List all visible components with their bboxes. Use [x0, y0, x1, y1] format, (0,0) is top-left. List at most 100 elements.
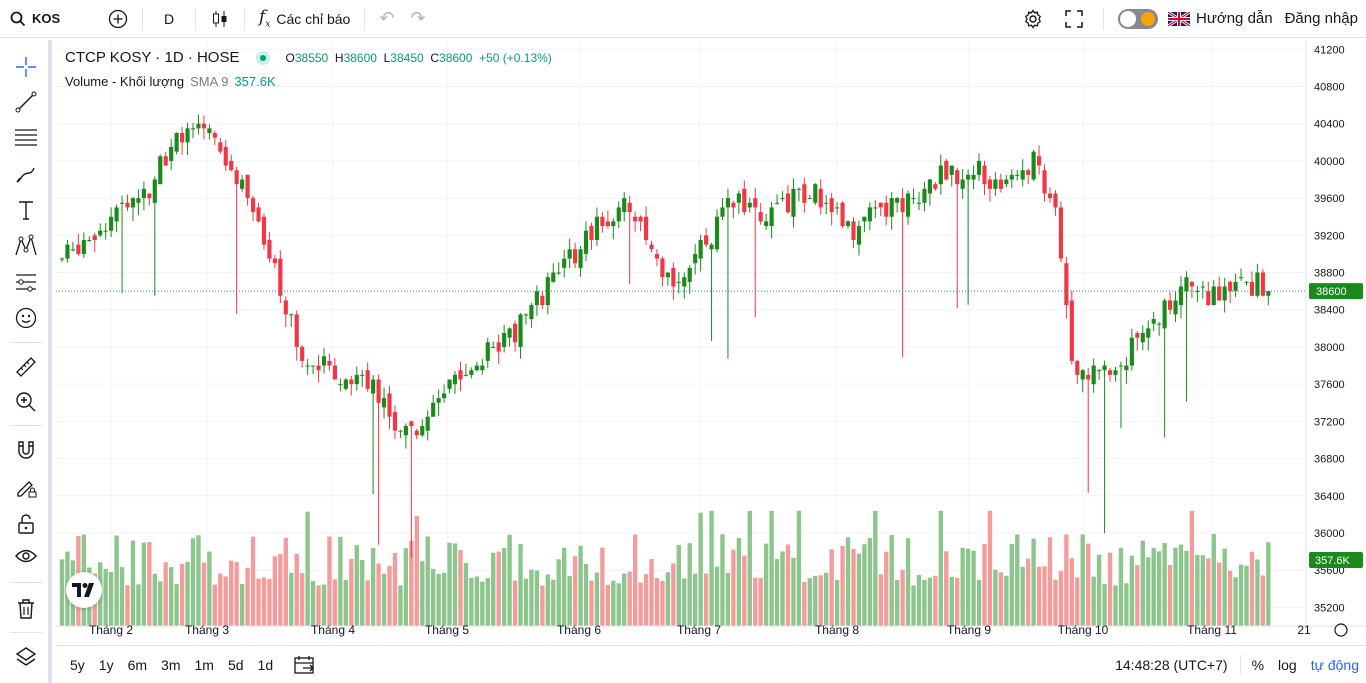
divider — [1103, 7, 1104, 30]
fullscreen-button[interactable] — [1057, 4, 1091, 34]
candle-body — [387, 393, 392, 417]
price-tick-label: 41200 — [1314, 44, 1345, 56]
goto-date-button[interactable] — [294, 655, 316, 675]
text-tool[interactable] — [12, 196, 40, 224]
volume-bar — [1162, 542, 1167, 626]
theme-toggle[interactable] — [1110, 4, 1166, 34]
candle-body — [780, 198, 785, 200]
sun-icon — [1141, 11, 1155, 26]
log-toggle[interactable]: log — [1278, 656, 1297, 673]
range-3m[interactable]: 3m — [161, 656, 181, 673]
candle-body — [982, 165, 987, 185]
time-tick-label: Tháng 5 — [425, 623, 469, 637]
divider — [195, 7, 196, 30]
volume-bar — [1004, 575, 1009, 626]
candle-body — [987, 179, 993, 189]
time-tick-label: Tháng 7 — [677, 623, 721, 637]
indicators-button[interactable]: fx Các chỉ báo — [251, 4, 358, 34]
volume-bar — [338, 536, 343, 626]
range-6m[interactable]: 6m — [127, 656, 148, 673]
high-value: 38600 — [343, 50, 377, 65]
guide-button[interactable]: Hướng dẫn — [1166, 4, 1281, 34]
top-toolbar: KOS D fx Các chỉ báo ↶ ↷ — [0, 0, 1366, 38]
volume-bar — [239, 584, 245, 626]
candle-body — [240, 179, 245, 189]
crosshair-tool[interactable] — [12, 53, 40, 81]
candle-body — [1042, 170, 1047, 194]
plus-circle-icon — [108, 9, 128, 28]
volume-bar — [955, 577, 960, 626]
volume-bar — [714, 566, 720, 626]
price-chart[interactable]: 41200 40800 40400 40000 39600 39200 38800 38400… — [56, 40, 1366, 645]
pattern-tool[interactable] — [12, 232, 40, 260]
drawing-toolbar — [0, 40, 52, 683]
candle-body — [573, 249, 578, 264]
volume-bar — [425, 536, 430, 626]
undo-button[interactable]: ↶ — [371, 4, 402, 34]
function-icon: fx — [259, 7, 271, 30]
interval-button[interactable]: D — [149, 4, 189, 34]
ruler-tool[interactable] — [12, 353, 40, 381]
candle-body — [81, 239, 86, 254]
range-1m[interactable]: 1m — [194, 656, 214, 673]
volume-bar — [480, 581, 485, 626]
candle-body — [1031, 151, 1036, 180]
volume-bar — [370, 548, 376, 626]
candle-body — [873, 207, 878, 209]
emoji-tool[interactable] — [12, 304, 40, 332]
volume-bar — [1195, 554, 1200, 626]
candle-body — [922, 188, 927, 203]
axis-settings-icon[interactable] — [1334, 623, 1348, 637]
volume-bar — [1255, 559, 1260, 626]
volume-bar — [327, 536, 332, 626]
redo-button[interactable]: ↷ — [402, 4, 433, 34]
candle-body — [1260, 272, 1265, 296]
time-tick-label: Tháng 9 — [947, 623, 991, 637]
candle-body — [392, 412, 398, 431]
tradingview-logo[interactable] — [66, 572, 102, 608]
brush-tool[interactable] — [12, 160, 40, 188]
volume-bar — [201, 562, 207, 626]
trend-line-tool[interactable] — [12, 88, 40, 116]
volume-bar — [376, 563, 381, 626]
lock-tool[interactable] — [12, 510, 40, 538]
brush-icon — [16, 167, 35, 183]
magnet-tool[interactable] — [12, 437, 40, 465]
remove-drawings-tool[interactable] — [12, 595, 40, 623]
candle-body — [643, 216, 649, 240]
chart-type-button[interactable] — [202, 4, 238, 34]
volume-bar — [1086, 543, 1091, 626]
candle-body — [305, 365, 310, 367]
symbol-search[interactable]: KOS — [0, 4, 100, 34]
volume-bar — [409, 540, 414, 626]
compare-button[interactable] — [100, 4, 136, 34]
login-button[interactable]: Đăng nhập — [1281, 4, 1366, 34]
candle-body — [704, 235, 709, 245]
range-1d[interactable]: 1d — [257, 656, 274, 673]
magnet-icon — [18, 441, 34, 459]
settings-button[interactable] — [1015, 4, 1051, 34]
object-tree-tool[interactable] — [12, 643, 40, 671]
stay-drawing-tool[interactable] — [12, 473, 40, 501]
range-5y[interactable]: 5y — [70, 656, 85, 673]
chart-legend: CTCP KOSY · 1D · HOSE O38550 H38600 L384… — [65, 49, 552, 66]
auto-scale-toggle[interactable]: tự động — [1310, 656, 1359, 673]
toggle-knob — [1120, 10, 1136, 27]
candle-body — [949, 165, 954, 175]
visibility-tool[interactable] — [12, 542, 40, 570]
fib-tool[interactable] — [12, 123, 40, 151]
time-tick-label: Tháng 10 — [1058, 623, 1109, 637]
prediction-tool[interactable] — [12, 268, 40, 296]
range-5d[interactable]: 5d — [227, 656, 244, 673]
volume-bar — [545, 574, 550, 626]
percent-toggle[interactable]: % — [1251, 656, 1265, 673]
clock-label[interactable]: 14:48:28 (UTC+7) — [1115, 656, 1228, 673]
candle-body — [65, 244, 70, 259]
candle-body — [720, 207, 725, 217]
price-axis[interactable] — [1306, 40, 1366, 626]
candle-body — [551, 272, 556, 282]
volume-bar — [332, 579, 338, 626]
range-1y[interactable]: 1y — [98, 656, 114, 673]
zoom-tool[interactable] — [12, 388, 40, 416]
volume-bar — [491, 552, 496, 626]
